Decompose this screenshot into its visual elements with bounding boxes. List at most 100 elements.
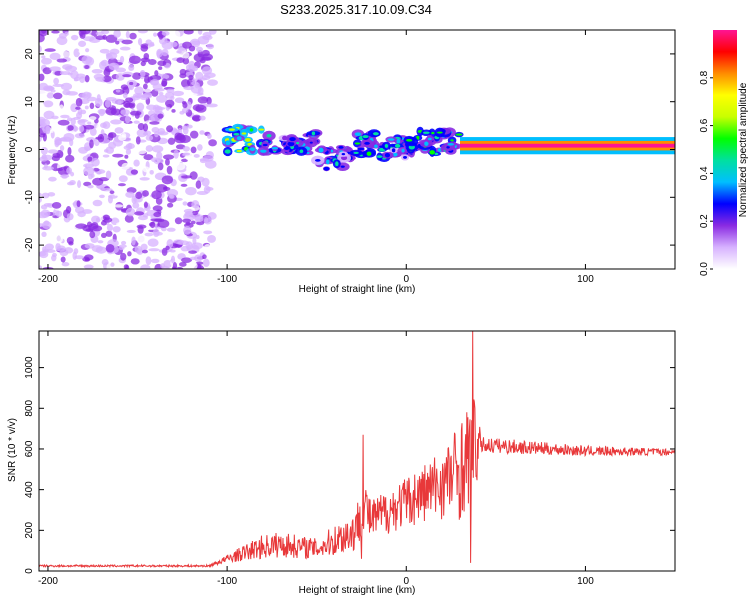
snr-x-axis-label: Height of straight line (km) xyxy=(299,585,416,596)
spectrogram-noise-blob xyxy=(129,81,134,86)
spectrogram-signal-core-blob xyxy=(354,142,361,145)
spectrogram-noise-blob xyxy=(124,264,130,269)
spectrogram-noise-blob xyxy=(183,225,192,235)
spectrogram-noise-blob xyxy=(59,104,64,111)
spectrogram-noise-blob xyxy=(149,221,156,229)
spectrogram-signal-core-blob xyxy=(326,159,330,165)
spectrogram-noise-blob xyxy=(43,220,50,226)
spectrogram-noise-blob xyxy=(179,110,185,115)
spectrogram-noise-blob xyxy=(121,39,133,45)
colorbar-label: Normalized spectral amplitude xyxy=(738,82,749,217)
spectrogram-noise-blob xyxy=(51,30,60,34)
snr-series-line xyxy=(39,331,675,569)
spectrogram-noise-blob xyxy=(192,114,202,122)
spectrogram-noise-blob xyxy=(186,124,193,129)
spectrogram-noise-blob xyxy=(110,262,115,267)
spectrogram-noise-blob xyxy=(152,104,161,113)
spectrogram-noise-blob xyxy=(169,249,176,253)
spectrogram-noise-blob xyxy=(87,184,94,189)
spectrogram-noise-blob xyxy=(142,83,148,90)
spectrogram-noise-blob xyxy=(45,249,56,253)
spectrogram-noise-blob xyxy=(187,261,198,269)
spectrogram-noise-blob xyxy=(61,261,70,267)
spectrogram-noise-blob xyxy=(139,177,150,181)
spectrogram-noise-blob xyxy=(182,41,192,49)
spectrogram-signal-core-blob xyxy=(224,149,231,154)
spectrogram-noise-blob xyxy=(155,184,168,193)
spectrogram-noise-blob xyxy=(84,75,90,83)
spectrogram-noise-blob xyxy=(81,209,93,214)
spectrogram-noise-blob xyxy=(136,102,145,112)
spectrogram-noise-blob xyxy=(66,213,74,221)
spectrogram-noise-blob xyxy=(140,243,148,251)
spectrogram-noise-blob xyxy=(149,79,160,86)
spectrogram-noise-blob xyxy=(182,125,189,135)
spectrogram-noise-blob xyxy=(190,220,196,225)
spectrogram-noise-blob xyxy=(97,134,105,143)
spectrogram-noise-blob xyxy=(56,167,63,172)
spectrogram-noise-blob xyxy=(179,261,187,267)
spectrogram-noise-blob xyxy=(108,62,120,71)
spectrogram-noise-blob xyxy=(124,154,129,159)
spectrogram-noise-blob xyxy=(176,266,184,269)
spectrogram-noise-blob xyxy=(66,236,74,245)
spectrogram-noise-blob xyxy=(144,75,150,84)
spectrogram-signal-core-blob xyxy=(394,143,401,148)
spectrogram-noise-blob xyxy=(128,64,135,71)
spectrogram-noise-blob xyxy=(145,145,154,152)
spectrogram-noise-blob xyxy=(149,121,160,125)
spectrogram-noise-blob xyxy=(195,234,200,240)
spectrogram-noise-blob xyxy=(149,75,162,81)
spectrogram-noise-blob xyxy=(173,149,179,159)
spectrogram-noise-blob xyxy=(78,92,88,99)
spectrogram-signal-core-blob xyxy=(258,128,265,131)
spectrogram-noise-blob xyxy=(70,171,75,177)
spectrogram-noise-blob xyxy=(60,82,73,91)
spectrogram-noise-blob xyxy=(165,99,175,108)
spectrogram-noise-blob xyxy=(137,122,145,131)
spectrogram-noise-blob xyxy=(115,89,121,93)
spectrogram-noise-blob xyxy=(109,190,115,195)
snr-x-tick-label: -200 xyxy=(38,576,58,587)
spectrogram-noise-blob xyxy=(39,250,49,259)
spectrogram-signal-core-blob xyxy=(306,151,310,154)
spectrogram-noise-blob xyxy=(129,32,137,40)
spectrogram-noise-blob xyxy=(183,86,194,91)
spectrogram-noise-blob xyxy=(176,50,182,54)
spectrogram-noise-blob xyxy=(39,223,45,228)
spectrogram-noise-blob xyxy=(196,221,205,226)
snr-x-ticks: -200 -100 0 100 xyxy=(38,331,594,587)
spectrogram-noise-blob xyxy=(131,236,136,246)
spectrogram-signal-core-blob xyxy=(376,155,383,158)
spectrogram-noise-blob xyxy=(181,175,193,179)
spectrogram-noise-blob xyxy=(95,184,106,189)
spectrogram-noise-blob xyxy=(122,74,132,78)
spectrogram-noise-blob xyxy=(77,119,86,123)
spectrogram-noise-blob xyxy=(105,170,112,180)
spectrogram-noise-blob xyxy=(67,125,74,131)
spectrogram-noise-blob xyxy=(130,169,139,175)
spectrogram-noise-blob xyxy=(184,211,194,218)
spectrogram-noise-blob xyxy=(197,30,203,35)
spectrogram-noise-blob xyxy=(207,235,216,243)
spectrogram-signal-core-blob xyxy=(262,143,268,147)
spectrogram-noise-blob xyxy=(204,159,217,169)
spectrogram-noise-blob xyxy=(97,240,104,244)
spectrogram-noise-blob xyxy=(140,60,146,67)
spectrogram-noise-blob xyxy=(43,100,54,108)
spectrogram-noise-blob xyxy=(191,200,200,209)
spectrogram-noise-blob xyxy=(92,167,100,172)
figure-title: S233.2025.317.10.09.C34 xyxy=(280,2,432,17)
spectrogram-noise-blob xyxy=(41,231,47,238)
spectrogram-signal-core-blob xyxy=(447,142,454,146)
spectrogram-noise-blob xyxy=(112,226,121,233)
spectrogram-noise-blob xyxy=(75,106,81,110)
spectrogram-noise-blob xyxy=(110,119,122,125)
snr-y-tick-label: 800 xyxy=(24,400,35,417)
spectrogram-noise-blob xyxy=(59,248,69,257)
snr-x-tick-label: -100 xyxy=(217,576,237,587)
spectrogram-noise-blob xyxy=(145,134,154,141)
spectrogram-signal-core-blob xyxy=(228,128,235,131)
spectrogram-noise-blob xyxy=(195,104,207,113)
spectrogram-y-tick-label: 10 xyxy=(24,96,35,108)
